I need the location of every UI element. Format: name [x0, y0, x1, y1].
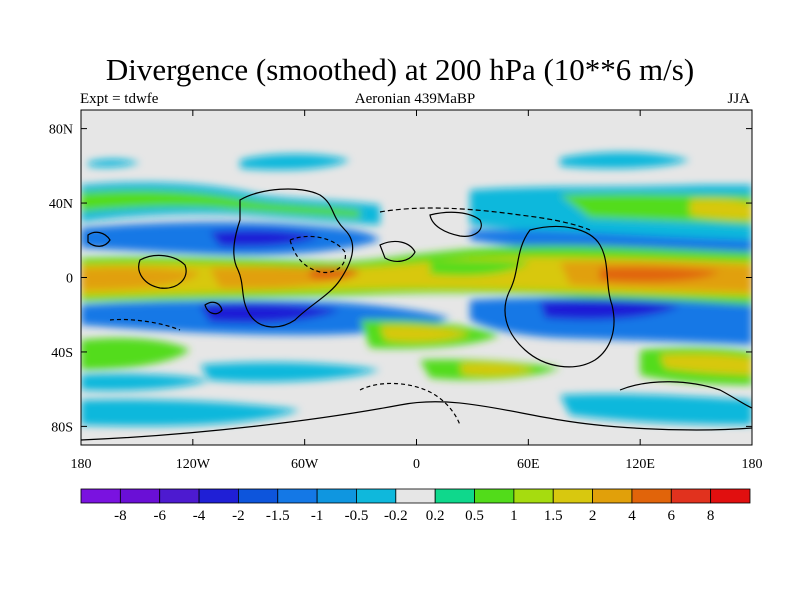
colorbar-swatch [316, 488, 357, 504]
field-patch-arctic-2 [560, 152, 690, 169]
colorbar-label: 4 [628, 508, 636, 524]
coastline-north-dashed [379, 207, 591, 231]
colorbar-swatch [395, 488, 436, 504]
field-band-south-yellow-2 [660, 353, 752, 375]
field-equator-red [600, 267, 720, 282]
season-label: JJA [727, 91, 750, 107]
colorbar-swatch [513, 488, 554, 504]
field-band-north-west-green [81, 190, 360, 218]
field-band-south-green-1 [81, 338, 190, 370]
field-equator-gap [430, 260, 530, 276]
field-band-polar-south [81, 399, 300, 427]
coastline-island-nw [87, 231, 111, 247]
lon-label: 120W [176, 457, 211, 472]
field-band-polar-south-2 [560, 393, 752, 425]
coastline-southern-margin [81, 401, 752, 441]
lon-label: 180 [742, 457, 763, 472]
colorbar-swatch [80, 488, 121, 504]
colorbar-label: 0.5 [465, 508, 484, 524]
lat-label: 40S [51, 346, 73, 361]
colorbar-swatch [631, 488, 672, 504]
coastline-continent-a-inner [289, 235, 347, 274]
colorbar-label: 1.5 [544, 508, 563, 524]
colorbar-swatch [198, 488, 239, 504]
colorbar-swatch [119, 488, 161, 504]
longitude-axis: 180 120W 60W 0 60E 120E 180 [71, 457, 763, 472]
lon-label: 60W [291, 457, 319, 472]
colorbar-label: -2 [232, 508, 245, 524]
coastline-continent-b [504, 225, 615, 368]
field-patch-ne-yellow [690, 199, 752, 220]
divergence-field [81, 152, 752, 441]
coastline-archipelago-dashed [359, 382, 461, 426]
lon-label: 0 [413, 457, 420, 472]
coastline-continent-c [429, 211, 482, 237]
colorbar-labels: -8 -6 -4 -2 -1.5 -1 -0.5 -0.2 0.2 0.5 1 … [114, 508, 714, 524]
field-band-darkblue-south-west [200, 303, 340, 324]
colorbar-label: -0.5 [345, 508, 369, 524]
lat-label: 40N [49, 197, 73, 212]
colorbar-label: -1 [311, 508, 324, 524]
field-band-blue-south-east [470, 297, 752, 345]
field-band-south-cyan-2 [81, 373, 210, 391]
map-ticks [80, 110, 753, 445]
field-equator-red-2 [310, 267, 360, 280]
coastline-south-east [619, 381, 752, 409]
field-patch-arctic [240, 154, 350, 170]
lon-label: 180 [71, 457, 92, 472]
colorbar-swatch [434, 488, 475, 504]
lon-label: 120E [625, 457, 655, 472]
lat-label: 80N [49, 123, 73, 138]
colorbar-swatch [670, 488, 712, 504]
field-band-darkblue-south-east [540, 299, 680, 320]
period-label: Aeronian 439MaBP [354, 91, 476, 107]
colorbar-swatch [159, 488, 200, 504]
latitude-axis: 80N 40N 0 40S 80S [49, 123, 73, 436]
coastline-west-dashed [109, 318, 181, 331]
colorbar-label: -6 [153, 508, 166, 524]
colorbar-label: 8 [707, 508, 715, 524]
colorbar-swatch [238, 488, 279, 504]
colorbar-label: -4 [193, 508, 206, 524]
colorbar-swatch [710, 488, 751, 504]
colorbar-swatch [474, 488, 515, 504]
lat-label: 0 [66, 272, 73, 287]
field-patch-arctic-3 [88, 159, 140, 168]
colorbar-swatch [552, 488, 593, 504]
field-band-south-cyan [200, 362, 380, 382]
colorbar-label: -1.5 [266, 508, 290, 524]
lat-label: 80S [51, 420, 73, 435]
coastline-island-mid [379, 240, 416, 262]
coastline-island-west [138, 254, 187, 289]
colorbar-swatch [356, 488, 397, 504]
field-band-darkblue-west [210, 229, 320, 247]
colorbar-label: 2 [589, 508, 597, 524]
field-equator-orange [81, 267, 200, 290]
colorbar-swatch [277, 488, 318, 504]
colorbar-label: 1 [510, 508, 518, 524]
field-band-south-yellow-3 [460, 363, 535, 376]
colorbar [80, 488, 751, 504]
experiment-label: Expt = tdwfe [80, 91, 159, 107]
colorbar-label: -8 [114, 508, 127, 524]
lon-label: 60E [517, 457, 540, 472]
colorbar-label: -0.2 [384, 508, 408, 524]
figure-title: Divergence (smoothed) at 200 hPa (10**6 … [105, 52, 695, 87]
coastline-small-island [204, 301, 223, 315]
colorbar-label: 6 [668, 508, 676, 524]
coastlines [81, 188, 752, 441]
colorbar-label: 0.2 [426, 508, 445, 524]
coastline-continent-a [233, 188, 354, 328]
colorbar-swatch [592, 488, 633, 504]
field-band-south-yellow [380, 325, 470, 342]
